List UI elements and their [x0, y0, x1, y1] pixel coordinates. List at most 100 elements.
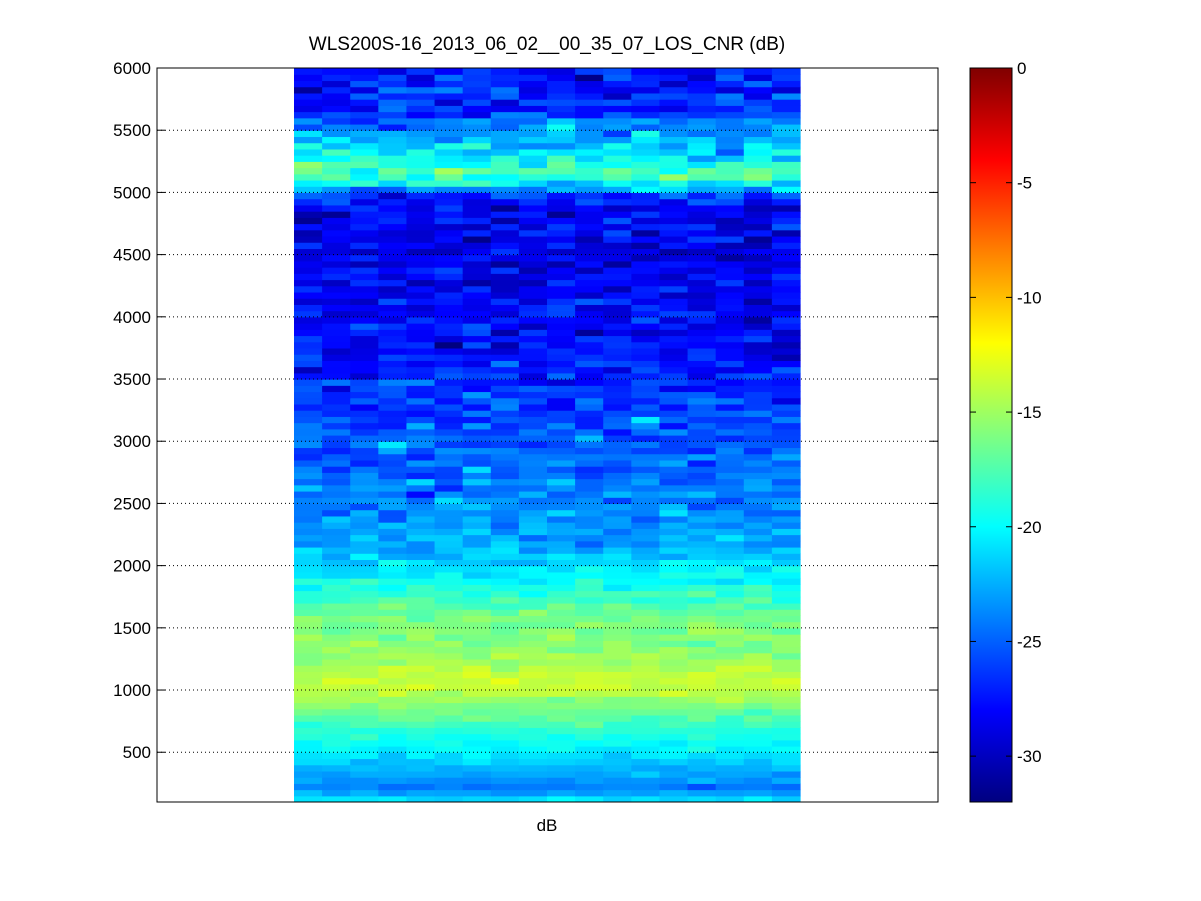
heatmap-cell	[462, 702, 492, 710]
heatmap-cell	[547, 714, 576, 722]
heatmap-cell	[490, 509, 520, 517]
heatmap-cell	[434, 590, 464, 598]
heatmap-cell	[659, 167, 689, 175]
heatmap-cell	[434, 273, 464, 281]
heatmap-cell	[771, 789, 801, 797]
heatmap-cell	[659, 615, 689, 623]
heatmap-cell	[659, 86, 689, 94]
heatmap-cell	[322, 584, 351, 592]
heatmap-cell	[518, 105, 548, 113]
heatmap-cell	[294, 329, 323, 337]
heatmap-cell	[378, 347, 408, 355]
heatmap-cell	[462, 223, 492, 231]
heatmap-cell	[631, 758, 661, 766]
heatmap-cell	[490, 155, 520, 162]
heatmap-cell	[575, 422, 604, 430]
heatmap-cell	[378, 733, 408, 741]
heatmap-cell	[322, 702, 351, 710]
heatmap-cell	[715, 260, 745, 268]
heatmap-cell	[490, 627, 520, 635]
heatmap-cell	[603, 360, 632, 368]
heatmap-cell	[631, 117, 661, 125]
heatmap-cell	[715, 509, 745, 517]
heatmap-cell	[434, 615, 464, 623]
y-tick-label: 500	[123, 743, 151, 762]
heatmap-cell	[715, 329, 745, 337]
heatmap-cell	[406, 92, 436, 100]
heatmap-cell	[687, 130, 717, 138]
heatmap-cell	[518, 696, 548, 704]
heatmap-cell	[518, 179, 548, 187]
heatmap-cell	[406, 99, 436, 106]
heatmap-cell	[715, 584, 745, 592]
heatmap-cell	[743, 410, 773, 417]
heatmap-cell	[575, 708, 604, 716]
heatmap-cell	[490, 92, 520, 100]
heatmap-cell	[378, 764, 408, 772]
heatmap-cell	[490, 484, 520, 492]
heatmap-cell	[518, 578, 548, 585]
heatmap-cell	[378, 677, 408, 685]
heatmap-cell	[518, 702, 548, 710]
heatmap-cell	[575, 248, 604, 256]
heatmap-cell	[575, 211, 604, 218]
heatmap-cell	[715, 341, 745, 349]
heatmap-cell	[715, 665, 745, 672]
heatmap-cell	[771, 677, 801, 685]
heatmap-cell	[575, 74, 604, 82]
heatmap-cell	[743, 509, 773, 517]
heatmap-cell	[378, 298, 408, 305]
heatmap-cell	[322, 727, 351, 735]
heatmap-cell	[547, 752, 576, 760]
heatmap-cell	[322, 602, 351, 610]
heatmap-cell	[715, 764, 745, 772]
heatmap-cell	[294, 397, 323, 405]
heatmap-cell	[547, 634, 576, 641]
heatmap-cell	[462, 708, 492, 716]
heatmap-cell	[575, 217, 604, 225]
heatmap-cell	[575, 366, 604, 374]
heatmap-cell	[434, 123, 464, 131]
heatmap-cell	[659, 360, 689, 368]
heatmap-cell	[687, 80, 717, 88]
heatmap-cell	[743, 161, 773, 169]
heatmap-cell	[575, 105, 604, 113]
heatmap-cell	[406, 428, 436, 436]
heatmap-cell	[575, 441, 604, 449]
heatmap-cell	[434, 528, 464, 536]
heatmap-cell	[350, 354, 379, 361]
heatmap-cell	[715, 323, 745, 330]
heatmap-cell	[322, 80, 351, 88]
heatmap-cell	[603, 186, 632, 194]
heatmap-cell	[575, 515, 604, 523]
heatmap-cell	[490, 466, 520, 473]
heatmap-cell	[715, 186, 745, 194]
heatmap-cell	[322, 565, 351, 573]
heatmap-cell	[771, 142, 801, 150]
heatmap-cell	[547, 721, 576, 728]
heatmap-cell	[322, 179, 351, 187]
heatmap-cell	[322, 459, 351, 467]
heatmap-cell	[687, 161, 717, 169]
heatmap-cell	[518, 354, 548, 361]
heatmap-cell	[294, 658, 323, 666]
heatmap-cell	[378, 142, 408, 150]
heatmap-cell	[434, 677, 464, 685]
heatmap-cell	[771, 186, 801, 194]
heatmap-cell	[603, 652, 632, 660]
heatmap-cell	[631, 130, 661, 138]
heatmap-cell	[659, 323, 689, 330]
heatmap-cell	[434, 86, 464, 94]
heatmap-cell	[490, 347, 520, 355]
heatmap-cell	[743, 385, 773, 393]
heatmap-cell	[631, 615, 661, 623]
heatmap-cell	[771, 354, 801, 361]
heatmap-cell	[659, 422, 689, 430]
heatmap-cell	[575, 279, 604, 287]
heatmap-cell	[322, 733, 351, 741]
heatmap-cell	[547, 366, 576, 374]
heatmap-cell	[294, 223, 323, 231]
heatmap-cell	[294, 777, 323, 784]
heatmap-cell	[575, 285, 604, 293]
heatmap-cell	[518, 621, 548, 629]
